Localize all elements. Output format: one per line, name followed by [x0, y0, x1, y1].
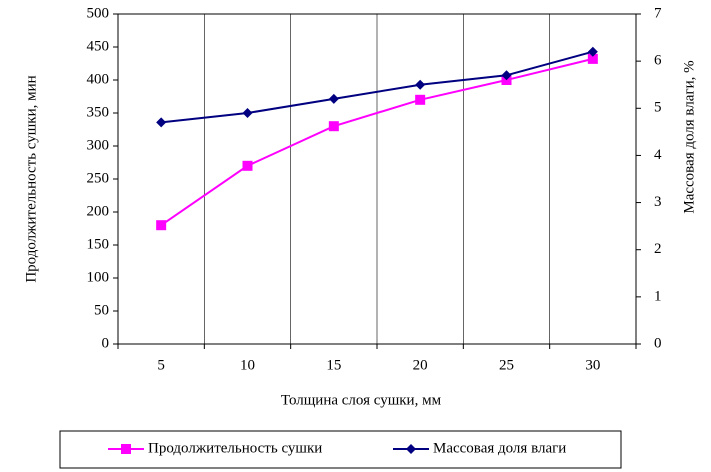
y-tick-label: 400	[87, 71, 110, 87]
legend-label: Массовая доля влаги	[433, 440, 566, 456]
marker	[501, 70, 512, 81]
marker	[121, 444, 131, 454]
marker	[587, 46, 598, 57]
y-tick-label: 250	[87, 170, 110, 186]
y2-tick-label: 3	[654, 194, 662, 210]
x-tick-label: 5	[157, 357, 165, 373]
marker	[587, 53, 598, 64]
y-tick-label: 0	[102, 335, 110, 351]
y-tick-label: 200	[87, 203, 110, 219]
x-tick-label: 10	[240, 357, 255, 373]
x-tick-label: 30	[585, 357, 600, 373]
y2-tick-label: 5	[654, 100, 662, 116]
marker	[328, 93, 339, 104]
y-tick-label: 350	[87, 104, 110, 120]
marker	[415, 79, 426, 90]
marker	[156, 117, 167, 128]
legend-label: Продолжительность сушки	[148, 440, 322, 456]
y-tick-label: 500	[87, 5, 110, 21]
x-tick-label: 20	[413, 357, 428, 373]
y-tick-label: 450	[87, 38, 110, 54]
line	[161, 50, 594, 124]
y-tick-label: 300	[87, 137, 110, 153]
y-axis-label: Продолжительность сушки, мин	[23, 75, 39, 282]
y2-tick-label: 7	[654, 5, 662, 21]
y-tick-label: 100	[87, 269, 110, 285]
legend-box	[59, 430, 622, 469]
line	[160, 57, 594, 227]
y-tick-label: 150	[87, 236, 110, 252]
y2-tick-label: 2	[654, 241, 662, 257]
marker	[242, 160, 253, 171]
marker	[328, 121, 339, 132]
y2-tick-label: 6	[654, 53, 662, 69]
y2-tick-label: 4	[654, 147, 662, 163]
marker	[415, 94, 426, 105]
y-tick-label: 50	[94, 302, 109, 318]
y2-tick-label: 1	[654, 288, 662, 304]
marker	[406, 444, 416, 454]
x-tick-label: 15	[326, 357, 341, 373]
x-axis-label: Толщина слоя сушки, мм	[281, 392, 442, 408]
marker	[156, 220, 167, 231]
y2-axis-label: Массовая доля влаги, %	[681, 60, 697, 213]
marker	[242, 108, 253, 118]
x-tick-label: 25	[499, 357, 514, 373]
y2-tick-label: 0	[654, 335, 662, 351]
